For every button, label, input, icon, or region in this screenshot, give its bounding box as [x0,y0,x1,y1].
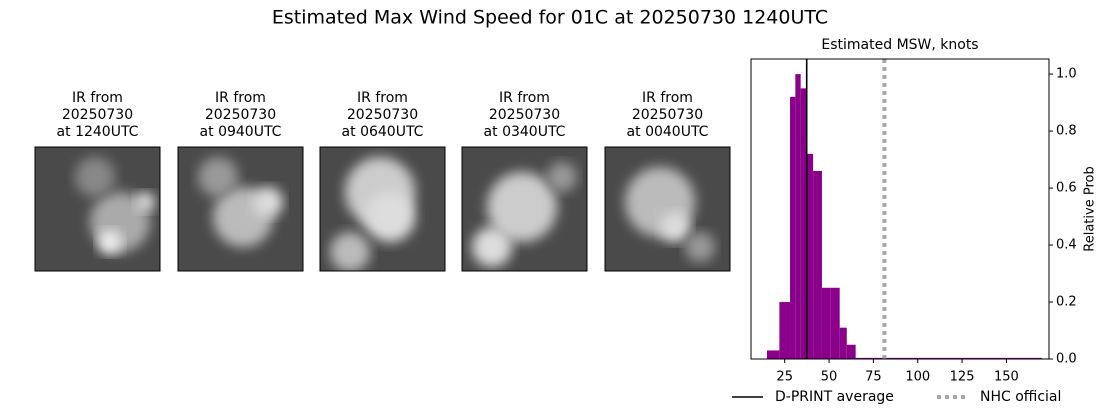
panel-caption: 20250730 [62,107,133,123]
cloud [487,172,557,242]
figure-title: Estimated Max Wind Speed for 01C at 2025… [272,7,828,29]
panel-caption: IR from [357,90,408,106]
satellite-image [35,147,160,271]
x-tick-label: 150 [994,370,1019,385]
cloud [135,192,155,212]
panel-caption: 20250730 [205,107,276,123]
bar [795,74,801,359]
x-tick-label: 75 [865,370,882,385]
cloud [472,227,512,267]
y-tick-label: 0.6 [1056,181,1077,196]
satellite-image [462,147,587,271]
y-tick-label: 1.0 [1056,67,1077,82]
legend-label: D-PRINT average [775,389,894,405]
bar [813,170,822,359]
cloud [660,212,690,242]
panel-caption: IR from [642,90,693,106]
bar [821,287,831,359]
cloud [253,187,283,217]
panel-caption: at 0940UTC [200,124,282,140]
axes-title: Estimated MSW, knots [821,37,978,53]
bar [766,350,780,359]
bar [830,287,840,359]
y-tick-label: 0.2 [1056,295,1077,310]
panel-caption: IR from [72,90,123,106]
x-tick-label: 125 [950,370,975,385]
cloud [198,157,238,197]
x-tick-label: 100 [905,370,930,385]
panel-caption: at 0640UTC [342,124,424,140]
x-tick-label: 25 [776,370,793,385]
y-tick-label: 0.4 [1056,238,1077,253]
panel-caption: 20250730 [632,107,703,123]
bar [839,327,847,359]
y-tick-label: 0.8 [1056,124,1077,139]
satellite-image [605,147,730,271]
bar [790,96,796,360]
panel-caption: at 1240UTC [57,124,139,140]
satellite-image [320,147,445,271]
x-tick-label: 50 [821,370,838,385]
bar [805,153,814,359]
image-frame [319,146,446,272]
satellite-image [178,147,303,271]
cloud [365,192,415,242]
cloud [685,232,715,262]
y-tick-label: 0.0 [1056,352,1077,367]
image-frame [461,146,588,272]
legend-label: NHC official [980,389,1061,405]
y-axis-label: Relative Prob [1083,166,1098,251]
panel-caption: 20250730 [347,107,418,123]
panel-caption: 20250730 [489,107,560,123]
image-frame [34,146,161,272]
cloud [98,230,122,254]
bar [779,302,791,359]
panel-caption: IR from [499,90,550,106]
bar [800,88,806,359]
cloud [547,162,577,192]
image-frame [604,146,731,272]
panel-caption: at 0340UTC [484,124,566,140]
cloud [75,157,115,197]
cloud [330,232,370,271]
axes-frame [750,58,1050,360]
panel-caption: IR from [215,90,266,106]
bar [855,357,1042,359]
bar [846,344,856,359]
panel-caption: at 0040UTC [627,124,709,140]
image-frame [177,146,304,272]
